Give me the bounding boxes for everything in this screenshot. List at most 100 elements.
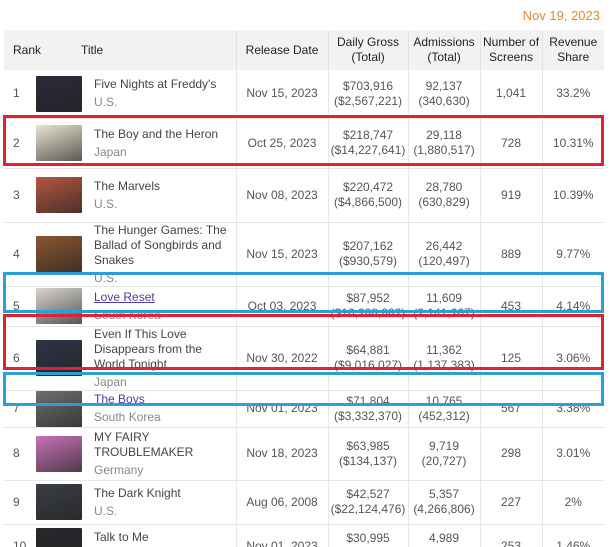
revenue-share-header[interactable]: Revenue Share bbox=[541, 30, 605, 70]
revenue-share-cell: 10.31% bbox=[541, 118, 605, 168]
screens-cell: 298 bbox=[479, 427, 543, 480]
table-row[interactable]: 6 Even If This Love Disappears from the W… bbox=[4, 326, 605, 390]
screens-cell: 227 bbox=[479, 480, 543, 524]
total-admissions-value: (340,630) bbox=[418, 93, 470, 108]
love-reset-poster[interactable] bbox=[36, 288, 82, 324]
admissions-cell: 11,609 (2,141,267) bbox=[407, 286, 481, 326]
total-gross-value: ($2,567,221) bbox=[333, 93, 403, 108]
rank-cell: 2 bbox=[13, 135, 20, 150]
release-date-cell: Nov 18, 2023 bbox=[235, 427, 329, 480]
release-date-header[interactable]: Release Date bbox=[235, 30, 329, 70]
total-admissions-value: (1,137,383) bbox=[413, 358, 475, 372]
revenue-share-cell: 3.06% bbox=[541, 326, 605, 390]
table-row[interactable]: 1 Five Nights at Freddy's U.S. Nov 15, 2023… bbox=[4, 70, 605, 118]
poster-cell bbox=[32, 286, 92, 326]
total-gross-value: ($4,866,500) bbox=[333, 195, 403, 209]
total-gross-value: ($930,579) bbox=[338, 254, 398, 268]
table-row[interactable]: 2 The Boy and the Heron Japan Oct 25, 2023 $… bbox=[4, 118, 605, 168]
table-row[interactable]: 3 The Marvels U.S. Nov 08, 2023 $220,472 ($4,… bbox=[4, 168, 605, 222]
title-cell: Talk to MeU.K.,Australia bbox=[92, 524, 236, 547]
revenue-share-cell: 33.2% bbox=[541, 70, 605, 118]
movie-title: The Marvels bbox=[94, 178, 161, 193]
movie-title: Even If This Love Disappears from the Wo… bbox=[94, 326, 203, 371]
total-gross-value: ($16,288,882) bbox=[330, 306, 406, 320]
title-cell: The Hunger Games: The Ballad of Songbird… bbox=[92, 222, 236, 286]
daily-gross-value: $218,747 bbox=[342, 128, 394, 142]
daily-admissions-value: 11,362 bbox=[426, 343, 462, 357]
release-date-cell: Nov 01, 2023 bbox=[235, 524, 329, 547]
admissions-cell: 4,989(173,379) bbox=[407, 524, 481, 547]
boy-heron-poster[interactable] bbox=[36, 125, 82, 161]
daily-admissions-value: 4,989 bbox=[429, 531, 460, 545]
poster-cell bbox=[32, 118, 92, 168]
poster-cell bbox=[32, 326, 92, 390]
movie-title: The Hunger Games: The Ballad of Songbird… bbox=[94, 222, 227, 267]
title-header[interactable]: Title bbox=[81, 42, 104, 57]
country-label: U.S. bbox=[94, 503, 118, 518]
daily-admissions-value: 92,137 bbox=[425, 78, 463, 93]
daily-gross-value: $703,916 bbox=[342, 78, 394, 93]
movie-title: The Boy and the Heron bbox=[94, 126, 219, 141]
release-date-cell: Nov 15, 2023 bbox=[235, 70, 329, 118]
the-boys-poster[interactable] bbox=[36, 390, 82, 427]
rank-cell: 7 bbox=[13, 401, 20, 415]
country-label: Japan bbox=[94, 374, 127, 389]
release-date-cell: Nov 01, 2023 bbox=[235, 390, 329, 427]
rank-header[interactable]: Rank bbox=[13, 42, 42, 57]
admissions-header[interactable]: Admissions (Total) bbox=[407, 30, 481, 70]
dark-knight-poster[interactable] bbox=[36, 484, 82, 520]
daily-admissions-value: 29,118 bbox=[426, 128, 462, 142]
screens-cell: 453 bbox=[479, 286, 543, 326]
daily-gross-value: $220,472 bbox=[342, 180, 394, 194]
daily-admissions-value: 10,765 bbox=[425, 393, 463, 408]
daily-gross-cell: $63,985 ($134,137) bbox=[327, 427, 409, 480]
daily-gross-value: $64,881 bbox=[346, 343, 390, 357]
talk-to-me-poster[interactable] bbox=[36, 528, 82, 547]
movie-title[interactable]: Love Reset bbox=[94, 289, 155, 304]
total-admissions-value: (2,141,267) bbox=[413, 306, 475, 320]
rank-cell: 8 bbox=[13, 446, 20, 460]
daily-gross-cell: $42,527 ($22,124,476) bbox=[327, 480, 409, 524]
movie-title[interactable]: The Boys bbox=[94, 392, 145, 406]
movie-title: Talk to Me bbox=[94, 529, 149, 544]
table-row[interactable]: 7 The Boys South Korea Nov 01, 2023 $71,804(… bbox=[4, 390, 605, 427]
daily-gross-value: $63,985 bbox=[346, 438, 390, 453]
daily-gross-cell: $220,472 ($4,866,500) bbox=[327, 168, 409, 222]
country-label: U.S. bbox=[94, 95, 118, 110]
daily-gross-cell: $218,747 ($14,227,641) bbox=[327, 118, 409, 168]
table-row[interactable]: 4 The Hunger Games: The Ballad of Songbir… bbox=[4, 222, 605, 286]
daily-gross-value: $87,952 bbox=[346, 291, 390, 305]
admissions-cell: 92,137 (340,630) bbox=[407, 70, 481, 118]
rank-cell: 5 bbox=[13, 298, 20, 313]
screens-cell: 1,041 bbox=[479, 70, 543, 118]
admissions-cell: 28,780 (630,829) bbox=[407, 168, 481, 222]
title-cell: Five Nights at Freddy's U.S. bbox=[92, 70, 236, 118]
total-gross-value: ($22,124,476) bbox=[330, 502, 406, 516]
table-row[interactable]: 8 MY FAIRY TROUBLEMAKER Germany Nov 18, 202… bbox=[4, 427, 605, 480]
table-header: Rank Title Release Date Daily Gross (Tota… bbox=[4, 30, 605, 70]
five-nights-poster[interactable] bbox=[36, 75, 82, 112]
revenue-share-cell: 4.14% bbox=[541, 286, 605, 326]
table-row[interactable]: 5 Love Reset South Korea Oct 03, 2023 $87,95… bbox=[4, 286, 605, 326]
table-row[interactable]: 9 The Dark Knight U.S. Aug 06, 2008 $42,527(… bbox=[4, 480, 605, 524]
total-admissions-value: (1,880,517) bbox=[413, 143, 475, 157]
total-admissions-value: (4,266,806) bbox=[413, 502, 475, 516]
marvels-poster[interactable] bbox=[36, 177, 82, 213]
daily-gross-value: $207,162 bbox=[342, 239, 394, 253]
total-admissions-value: (20,727) bbox=[421, 453, 467, 468]
revenue-share-cell: 9.77% bbox=[541, 222, 605, 286]
rank-cell: 1 bbox=[13, 86, 20, 101]
country-label: Japan bbox=[94, 144, 127, 159]
fairy-poster[interactable] bbox=[36, 435, 82, 472]
rank-cell: 4 bbox=[13, 246, 20, 261]
screens-header[interactable]: Number of Screens bbox=[479, 30, 543, 70]
release-date-cell: Nov 08, 2023 bbox=[235, 168, 329, 222]
daily-gross-header[interactable]: Daily Gross (Total) bbox=[327, 30, 409, 70]
total-admissions-value: (630,829) bbox=[418, 195, 470, 209]
title-cell: Love Reset South Korea bbox=[92, 286, 236, 326]
even-if-poster[interactable] bbox=[36, 340, 82, 376]
admissions-cell: 11,362 (1,137,383) bbox=[407, 326, 481, 390]
hunger-games-poster[interactable] bbox=[36, 236, 82, 272]
rank-cell: 3 bbox=[13, 187, 20, 202]
